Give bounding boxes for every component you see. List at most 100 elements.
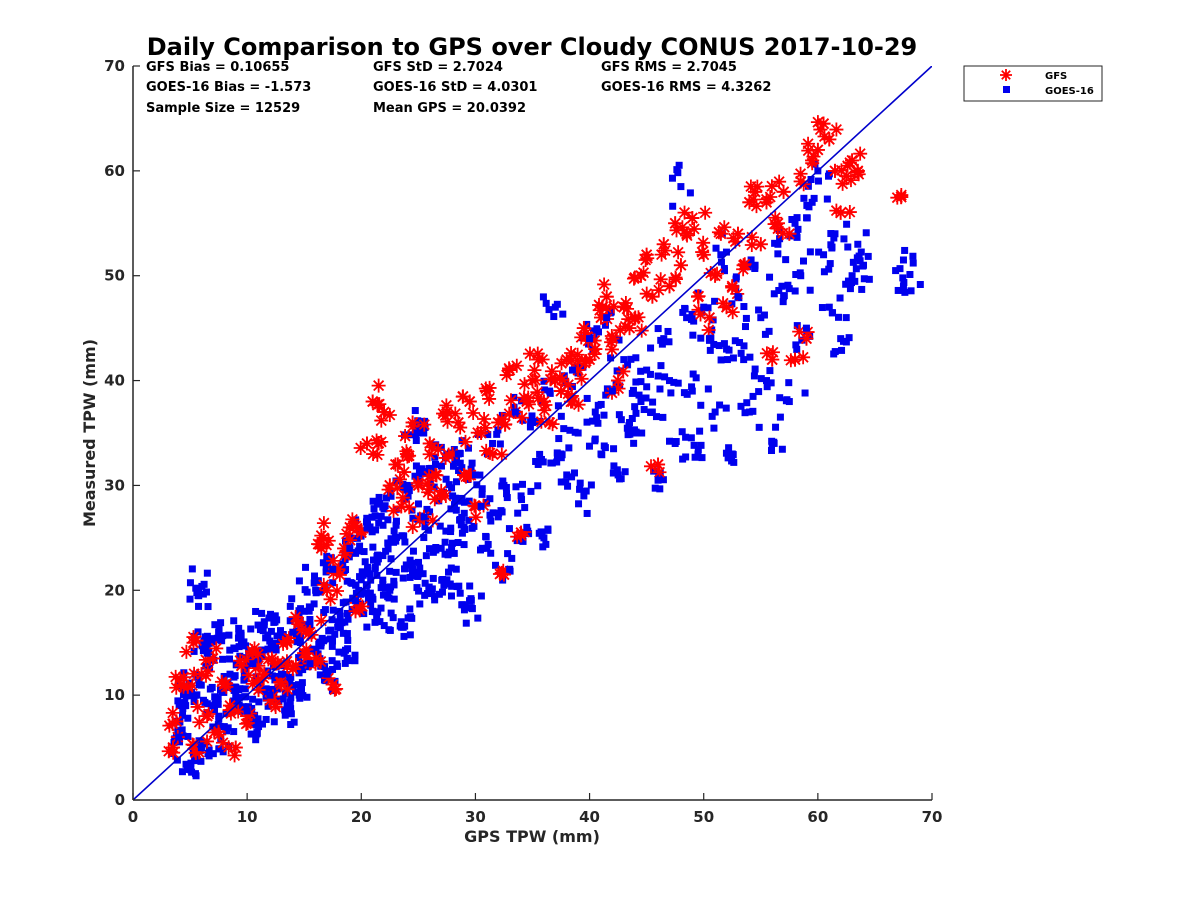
goes16-point [386,586,394,594]
goes16-point [369,607,377,615]
gfs-point [565,394,580,409]
gfs-point [297,646,312,661]
goes16-point [243,707,251,715]
goes16-point [277,670,285,678]
goes16-point [295,681,303,689]
goes16-point [414,429,422,437]
goes16-point [363,523,371,531]
gfs-point [257,667,272,682]
gfs-point [434,488,449,503]
gfs-point [542,415,557,430]
goes16-point [403,481,411,489]
gfs-point [462,394,477,409]
goes16-point [660,335,668,343]
y-tick-label: 10 [104,686,125,704]
gfs-point [605,331,620,346]
goes16-point [197,744,205,752]
goes16-point [785,398,793,406]
goes16-point [837,335,845,343]
gfs-point [548,373,563,388]
goes16-point [751,261,759,269]
goes16-point [180,702,188,710]
goes16-point [728,450,736,458]
gfs-point [719,300,734,315]
gfs-point [633,268,648,283]
gfs-point [468,499,483,514]
goes16-point [352,597,360,605]
legend-gfs-asterisk-icon [1000,69,1012,81]
gfs-point [359,436,374,451]
gfs-point [894,190,909,205]
gfs-point [753,237,768,252]
goes16-point [608,387,616,395]
goes16-point [437,544,445,552]
x-tick-label: 30 [465,808,486,826]
goes16-point [603,314,611,322]
gfs-point [234,658,249,673]
gfs-point [474,426,489,440]
gfs-point [793,174,808,189]
gfs-point [285,661,300,676]
goes16-point [734,293,742,301]
gfs-point [827,163,842,178]
goes16-point [317,639,325,647]
goes16-point [586,335,594,343]
gfs-point [713,226,728,241]
goes16-point [334,618,342,626]
goes16-point [711,408,719,416]
goes16-point [460,523,468,531]
goes16-point [683,314,691,322]
goes16-point [209,702,217,710]
gfs-point [399,446,414,461]
gfs-point [770,216,785,231]
goes16-point [449,492,457,500]
gfs-point [422,436,437,451]
goes16-point [260,618,268,626]
gfs-point [320,583,335,598]
gfs-point [262,693,277,708]
gfs-point [365,394,380,409]
gfs-point [616,300,631,315]
gfs-point [662,279,677,294]
gfs-point [388,457,403,472]
goes16-point [580,492,588,500]
gfs-point [656,237,671,252]
gfs-point [186,635,201,650]
y-tick-label: 0 [115,791,125,809]
goes16-point [797,272,805,280]
stats-block: GFS Bias = 0.10655 GFS StD = 2.7024 GFS … [146,60,771,116]
gfs-point [822,132,837,147]
goes16-point [780,293,788,301]
x-tick-label: 0 [128,808,138,826]
gfs-point [428,467,443,482]
gfs-point [377,405,392,420]
goes16-point [802,324,810,332]
gfs-point [514,525,529,540]
goes16-point [195,681,203,689]
gfs-point [816,116,831,131]
goes16-point [762,377,770,385]
goes16-point [477,502,485,510]
goes16-point [494,513,502,521]
legend-goes16-square-icon [1003,86,1010,93]
gfs-point [291,614,306,629]
goes16-point [500,481,508,489]
goes16-point [420,513,428,521]
gfs-point [479,384,494,399]
goes16-point [591,408,599,416]
goes16-point [723,345,731,353]
goes16-point [614,471,622,479]
gfs-point [730,226,745,241]
stat-goes16-rms: GOES-16 RMS = 4.3262 [601,80,771,95]
goes16-point [700,303,708,311]
gfs-point [571,363,586,378]
gfs-point [280,635,295,650]
gfs-point [639,247,654,262]
goes16-point [534,460,542,468]
goes16-point [774,240,782,248]
goes16-point [454,450,462,458]
gfs-point [194,667,209,682]
stat-gfs-rms: GFS RMS = 2.7045 [601,60,737,75]
goes16-point [215,628,223,636]
